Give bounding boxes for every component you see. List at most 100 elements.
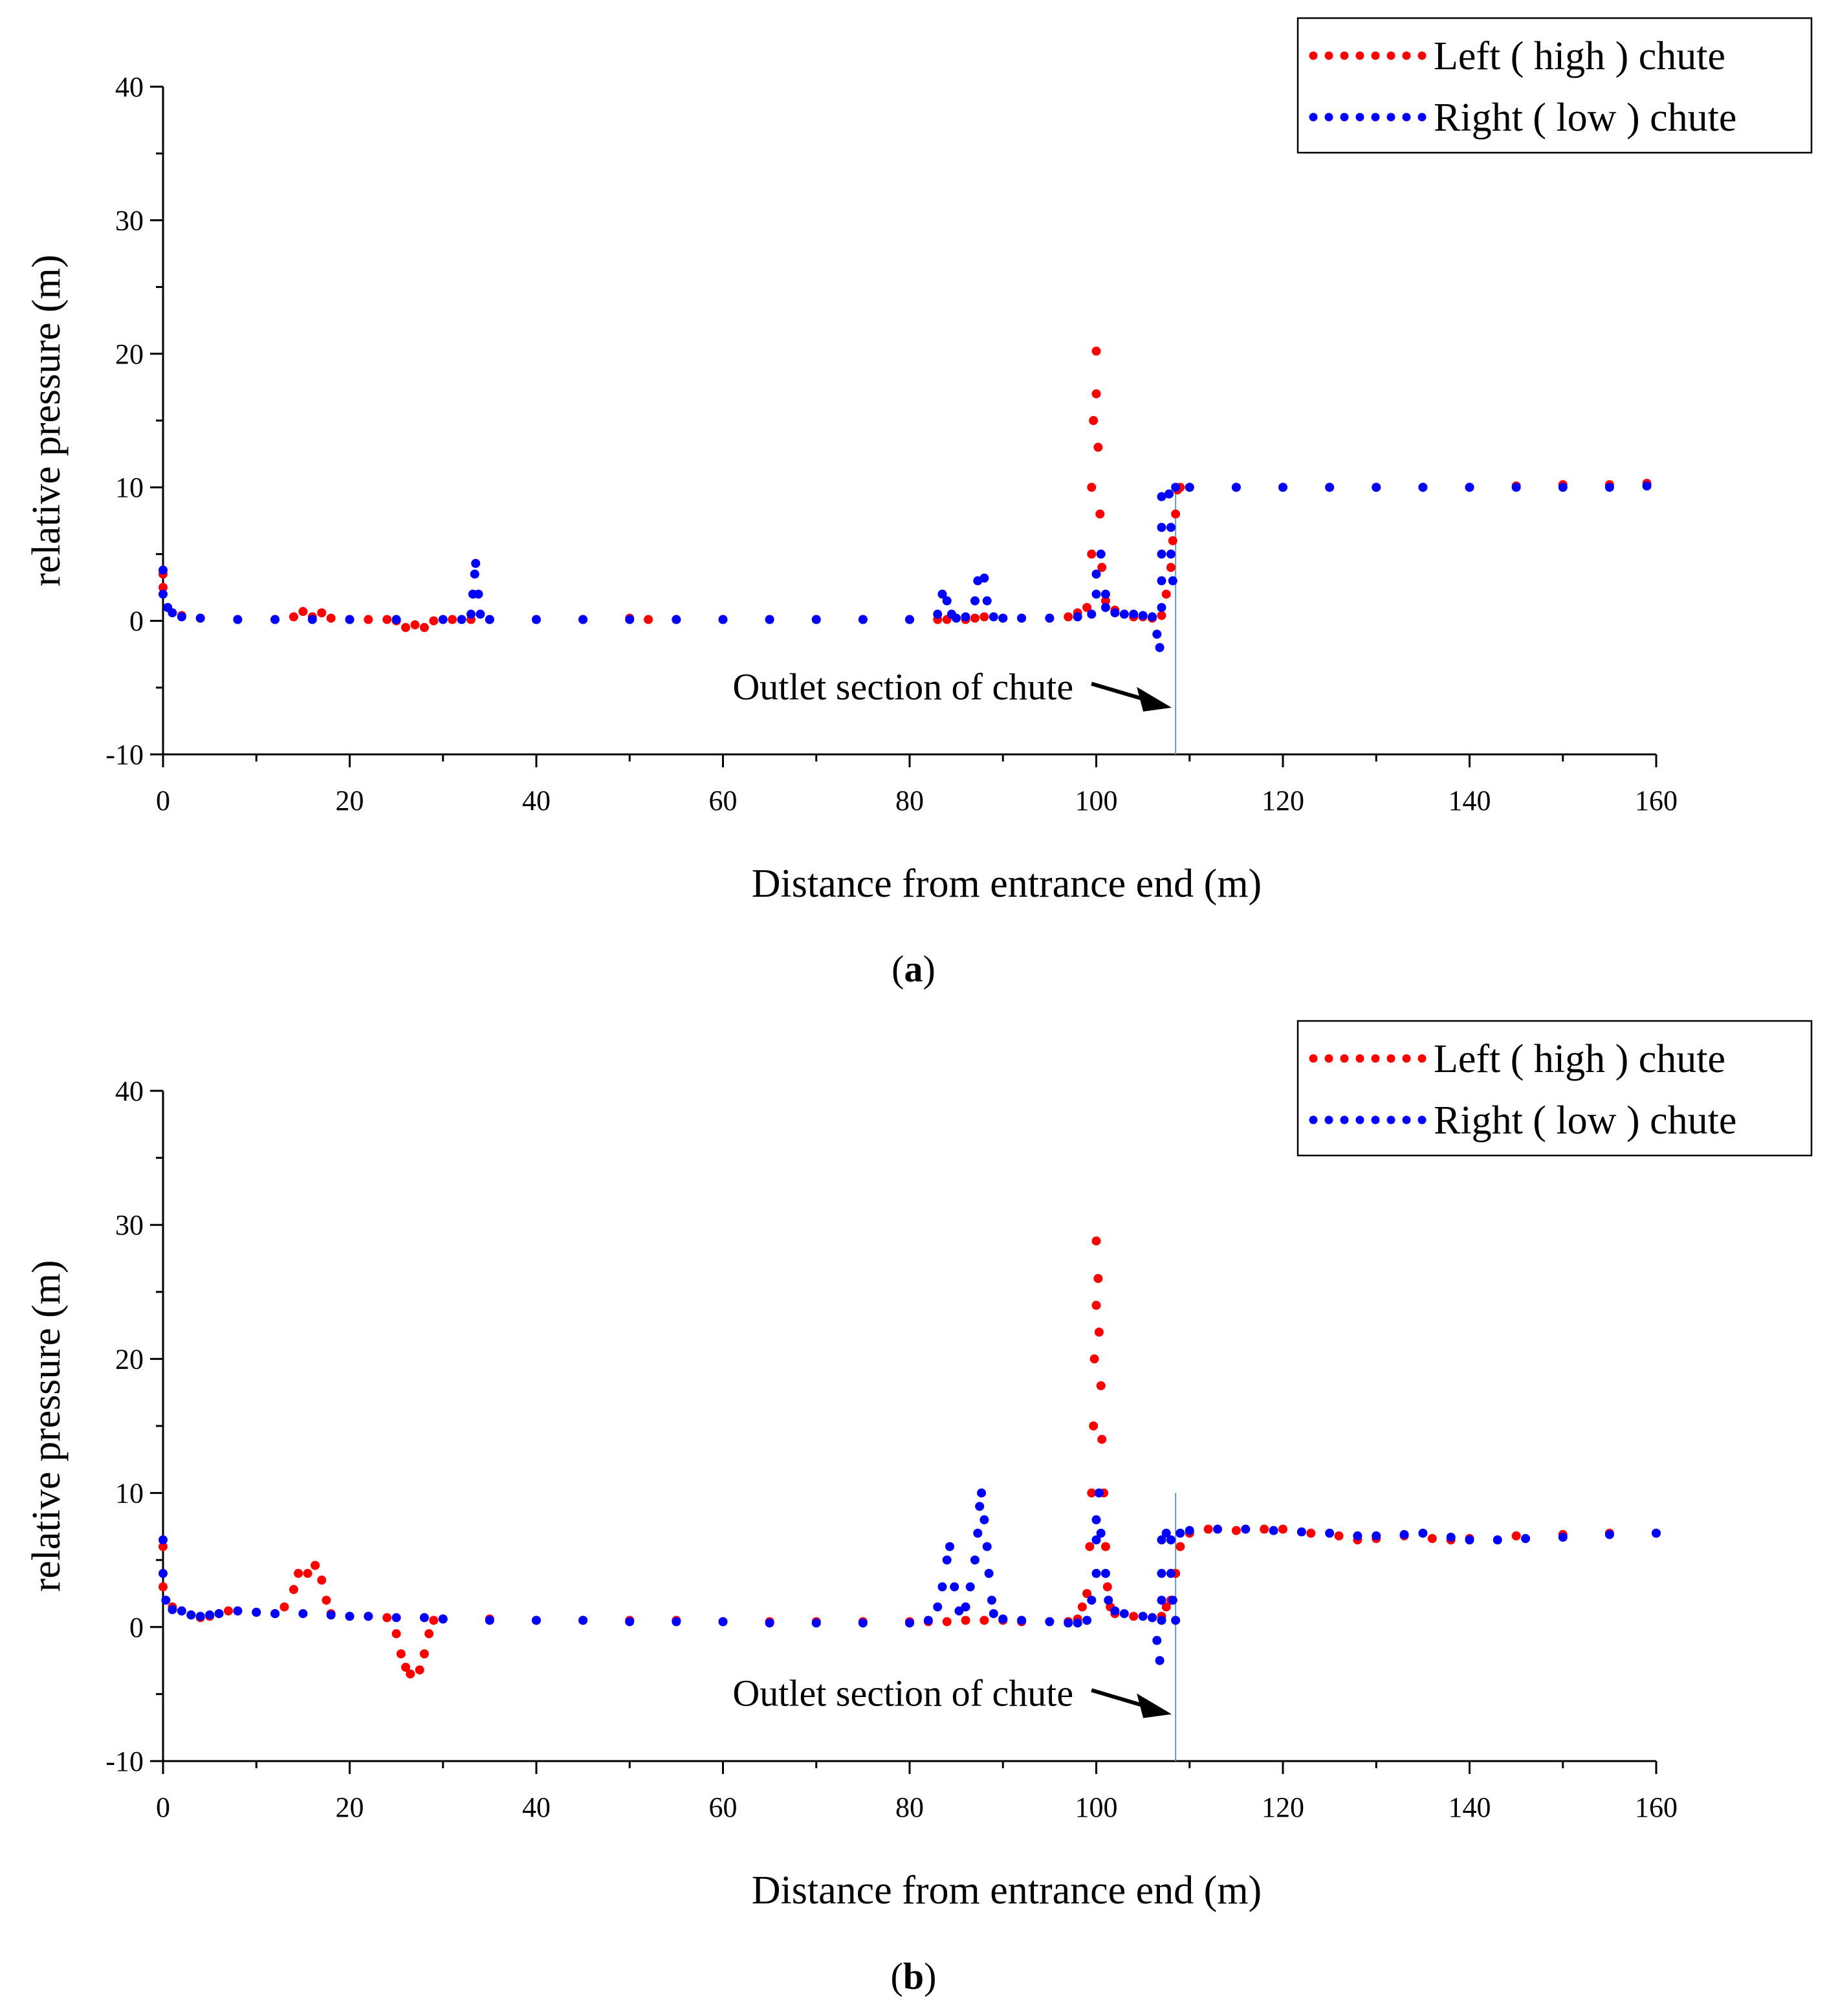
data-point <box>159 1582 168 1592</box>
data-point <box>214 1609 224 1619</box>
data-point <box>1129 609 1139 619</box>
data-point <box>1157 1568 1166 1578</box>
annotation-arrow-head <box>1137 1693 1172 1718</box>
data-point <box>1166 563 1176 573</box>
annotation-arrow-head <box>1137 686 1172 712</box>
legend-label-right: Right ( low ) chute <box>1434 1099 1736 1143</box>
data-point <box>1091 1236 1101 1246</box>
legend-marker-dot <box>1309 113 1318 122</box>
legend-marker-dot <box>1340 1115 1349 1124</box>
data-point <box>457 615 466 624</box>
x-tick-label: 0 <box>156 785 170 816</box>
data-point <box>159 1535 168 1545</box>
legend-marker-dot <box>1371 113 1380 122</box>
data-point <box>476 609 485 619</box>
data-point <box>307 615 317 624</box>
x-axis-title: Distance from entrance end (m) <box>752 862 1262 906</box>
caption-a: (a) <box>892 948 935 990</box>
data-point <box>1148 1613 1157 1623</box>
data-point <box>578 615 588 624</box>
data-point <box>1157 576 1166 586</box>
y-tick-label: 0 <box>129 606 144 637</box>
data-point <box>1325 1528 1335 1538</box>
legend-marker-dot <box>1386 113 1395 122</box>
x-tick-label: 100 <box>1075 1791 1118 1823</box>
data-point <box>1296 1527 1306 1537</box>
data-point <box>1087 549 1097 559</box>
legend-marker-dot <box>1355 113 1364 122</box>
data-point <box>448 615 457 624</box>
data-point <box>270 615 280 624</box>
legend-label-left: Left ( high ) chute <box>1434 34 1725 78</box>
legend-marker-dot <box>1386 1054 1395 1063</box>
data-point <box>961 1616 970 1625</box>
data-point <box>474 589 483 599</box>
data-point <box>1521 1534 1531 1544</box>
data-point <box>186 1610 196 1620</box>
y-axis-title: relative pressure (m) <box>25 1260 69 1592</box>
data-point <box>391 1629 401 1639</box>
data-point <box>1166 549 1176 559</box>
data-point <box>970 596 979 606</box>
data-point <box>223 1606 233 1616</box>
data-point <box>1161 1528 1171 1538</box>
data-point <box>168 608 177 618</box>
annotation-arrow-shaft <box>1091 681 1149 703</box>
data-point <box>424 1629 434 1639</box>
x-tick-label: 80 <box>895 785 924 816</box>
caption-b-letter: b <box>903 1955 924 1997</box>
x-tick-label: 160 <box>1635 785 1678 816</box>
data-point <box>625 615 635 624</box>
data-point <box>1155 642 1165 652</box>
data-point <box>1185 483 1194 492</box>
data-point <box>161 1595 171 1605</box>
data-point <box>438 615 448 624</box>
data-point <box>1073 1618 1082 1628</box>
data-point <box>382 615 392 624</box>
legend-box <box>1296 17 1813 154</box>
legend-marker-dot <box>1324 113 1333 122</box>
data-point <box>303 1568 312 1578</box>
data-point <box>1096 1528 1106 1538</box>
data-point <box>1372 483 1381 492</box>
data-point <box>1157 1595 1166 1605</box>
data-point <box>942 596 952 606</box>
data-point <box>961 612 970 622</box>
data-point <box>1152 630 1162 639</box>
data-point <box>233 1606 243 1616</box>
data-point <box>1091 389 1101 399</box>
data-point <box>317 1575 327 1585</box>
data-point <box>718 615 728 624</box>
data-point <box>1604 1529 1614 1539</box>
data-point <box>1231 483 1241 492</box>
legend-marker-dot <box>1417 1115 1427 1124</box>
data-point <box>1091 589 1101 599</box>
legend-marker-dot <box>1417 51 1427 60</box>
data-point <box>410 620 420 630</box>
data-point <box>982 596 992 606</box>
x-tick-label: 100 <box>1075 785 1118 816</box>
data-point <box>289 612 298 622</box>
data-point <box>1168 536 1177 545</box>
data-point <box>1642 481 1652 491</box>
legend-marker-right <box>1309 1115 1427 1124</box>
legend-box <box>1296 1020 1813 1157</box>
data-point <box>1166 1568 1176 1578</box>
data-point <box>672 615 681 624</box>
data-point <box>1260 1524 1269 1534</box>
data-point <box>1096 1381 1106 1390</box>
data-point <box>989 1609 998 1619</box>
data-point <box>1465 1535 1474 1545</box>
data-point <box>466 609 476 619</box>
data-point <box>1231 1526 1241 1535</box>
data-point <box>1157 611 1166 620</box>
data-point <box>1161 1602 1171 1612</box>
data-point <box>1091 1568 1101 1578</box>
data-point <box>233 615 243 624</box>
data-point <box>1171 1616 1181 1625</box>
data-point <box>961 1602 970 1612</box>
data-point <box>532 1616 541 1625</box>
data-point <box>1334 1531 1344 1540</box>
data-point <box>1418 1528 1428 1538</box>
